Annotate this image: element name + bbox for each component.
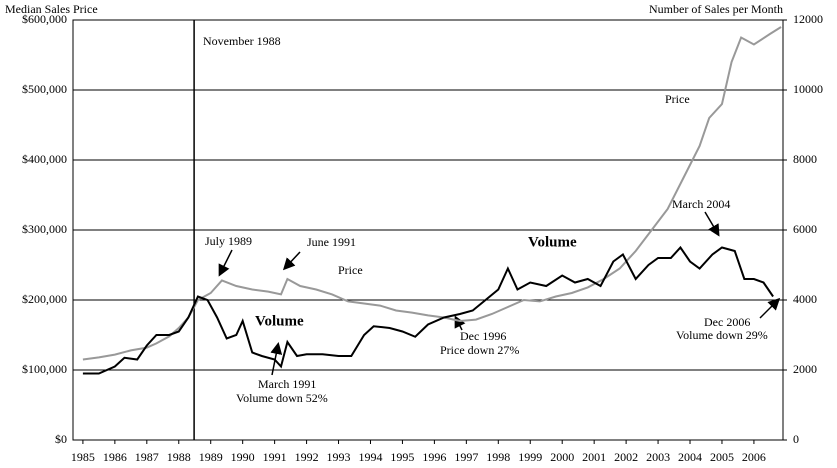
annotation: Volume down 29% bbox=[676, 328, 768, 342]
annotation-arrow bbox=[759, 297, 781, 319]
x-tick-label: 2002 bbox=[614, 450, 638, 464]
annotation: March 2004 bbox=[672, 197, 730, 211]
x-tick-label: 1985 bbox=[71, 450, 95, 464]
x-tick-label: 2000 bbox=[550, 450, 574, 464]
x-tick-label: 2005 bbox=[710, 450, 734, 464]
y2-tick-label: 6000 bbox=[793, 222, 817, 236]
annotation: March 1991 bbox=[258, 377, 316, 391]
y-tick-label: $0 bbox=[55, 432, 67, 446]
y-tick-label: $500,000 bbox=[22, 82, 67, 96]
x-tick-label: 1992 bbox=[295, 450, 319, 464]
y2-tick-label: 2000 bbox=[793, 362, 817, 376]
x-tick-label: 2001 bbox=[582, 450, 606, 464]
y2-tick-label: 12000 bbox=[793, 12, 823, 26]
annotation-arrow bbox=[282, 251, 301, 271]
x-tick-label: 1996 bbox=[422, 450, 446, 464]
x-tick-label: 1997 bbox=[454, 450, 478, 464]
annotation: Price down 27% bbox=[440, 343, 519, 357]
annotation: Volume bbox=[528, 234, 577, 250]
annotation-arrow bbox=[218, 249, 233, 277]
x-tick-label: 1989 bbox=[199, 450, 223, 464]
x-tick-label: 2004 bbox=[678, 450, 702, 464]
y2-tick-label: 10000 bbox=[793, 82, 823, 96]
x-tick-label: 1998 bbox=[486, 450, 510, 464]
x-tick-label: 1986 bbox=[103, 450, 127, 464]
x-tick-label: 2006 bbox=[742, 450, 766, 464]
y2-tick-label: 8000 bbox=[793, 152, 817, 166]
annotation: Price bbox=[665, 92, 690, 106]
y-tick-label: $600,000 bbox=[22, 12, 67, 26]
series-line bbox=[82, 245, 774, 375]
y-tick-label: $200,000 bbox=[22, 292, 67, 306]
annotation: Dec 1996 bbox=[460, 329, 506, 343]
annotation: Dec 2006 bbox=[704, 315, 750, 329]
y2-tick-label: 0 bbox=[793, 432, 799, 446]
x-tick-label: 1990 bbox=[231, 450, 255, 464]
y-tick-label: $300,000 bbox=[22, 222, 67, 236]
x-tick-label: 1987 bbox=[135, 450, 159, 464]
annotation: Price bbox=[338, 263, 363, 277]
marker-label: November 1988 bbox=[203, 34, 281, 48]
annotation: June 1991 bbox=[307, 235, 356, 249]
y2-axis-label: Number of Sales per Month bbox=[649, 2, 783, 16]
x-tick-label: 1988 bbox=[167, 450, 191, 464]
annotation: Volume down 52% bbox=[236, 391, 328, 405]
x-tick-label: 1991 bbox=[263, 450, 287, 464]
annotation: Volume bbox=[255, 313, 304, 329]
x-tick-label: 1993 bbox=[327, 450, 351, 464]
y-axis-label: Median Sales Price bbox=[5, 2, 98, 16]
y-tick-label: $400,000 bbox=[22, 152, 67, 166]
annotation: July 1989 bbox=[205, 234, 252, 248]
x-tick-label: 1994 bbox=[358, 450, 382, 464]
annotation-arrow bbox=[704, 211, 720, 237]
x-tick-label: 1999 bbox=[518, 450, 542, 464]
x-tick-label: 1995 bbox=[390, 450, 414, 464]
y-tick-label: $100,000 bbox=[22, 362, 67, 376]
y2-tick-label: 4000 bbox=[793, 292, 817, 306]
series-line bbox=[82, 26, 782, 361]
x-tick-label: 2003 bbox=[646, 450, 670, 464]
